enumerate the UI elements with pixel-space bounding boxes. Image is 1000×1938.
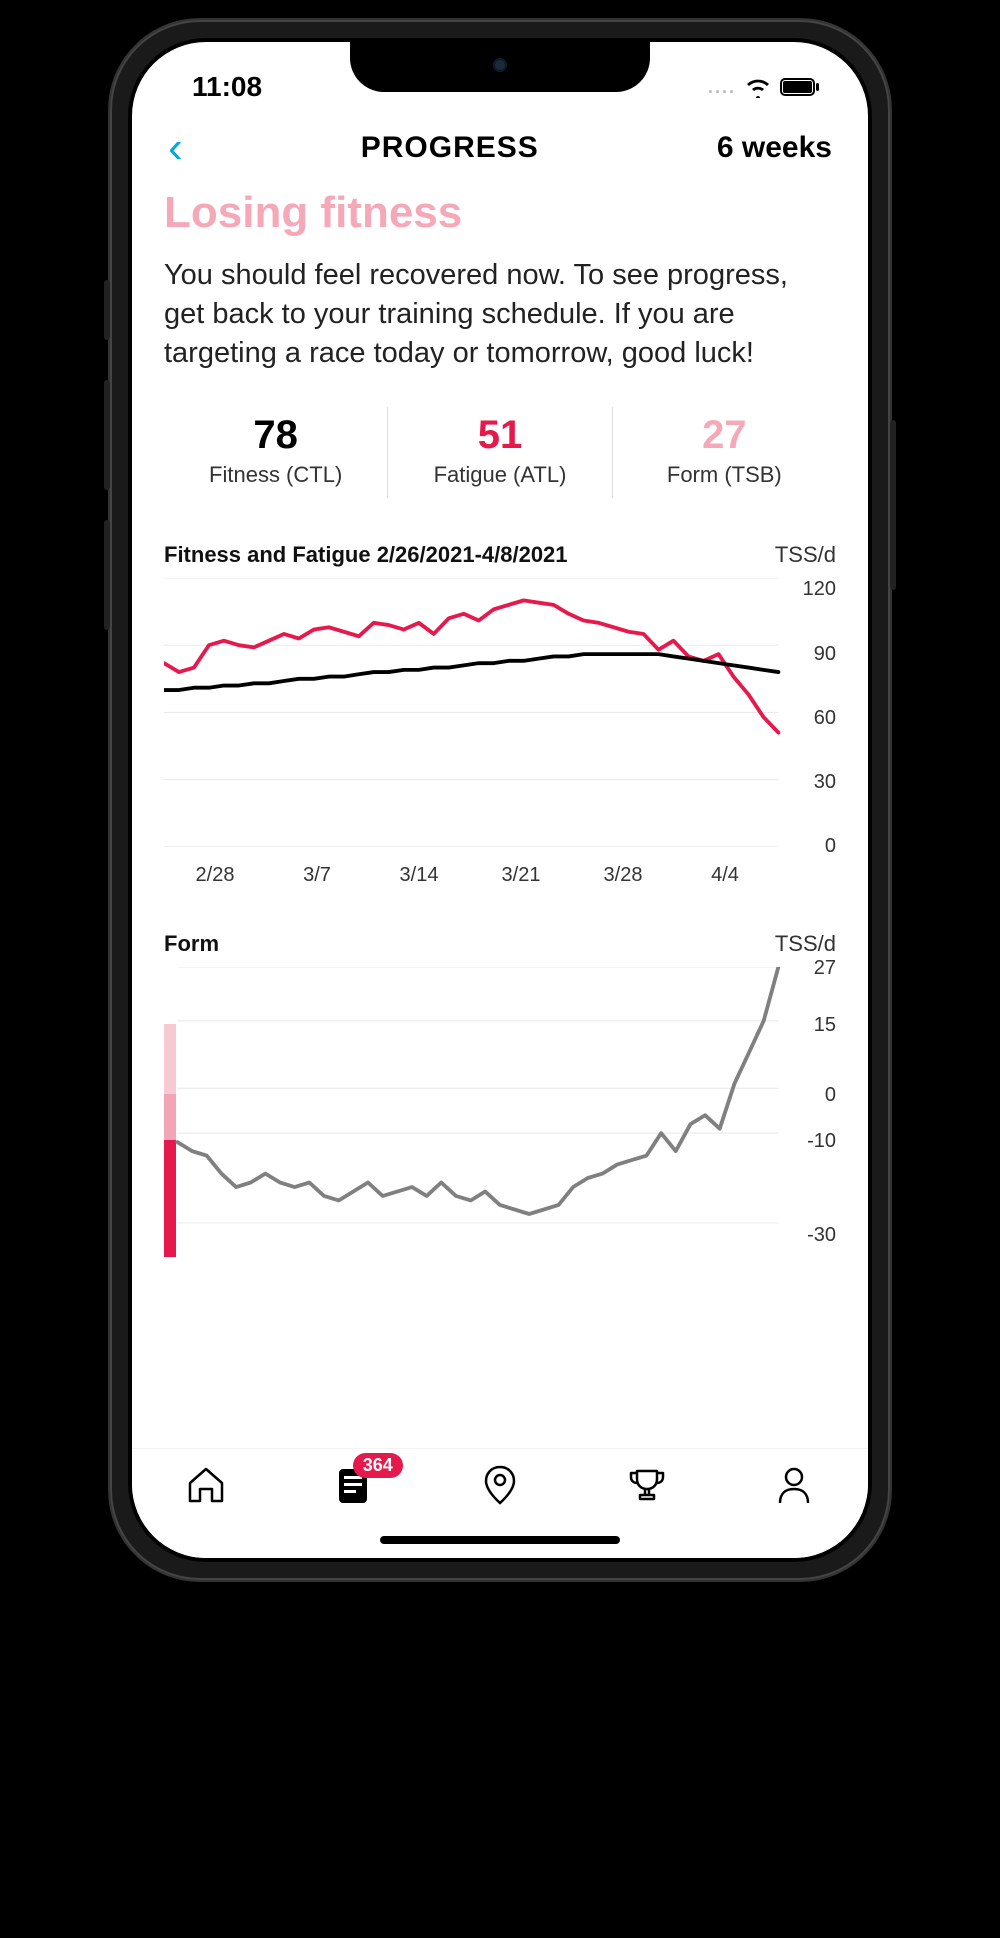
stat-label: Fitness (CTL): [164, 462, 387, 488]
stat-fitness: 78 Fitness (CTL): [164, 407, 387, 498]
stat-value: 27: [613, 413, 836, 458]
fitness-fatigue-chart: Fitness and Fatigue 2/26/2021-4/8/2021 T…: [164, 542, 836, 887]
stats-row: 78 Fitness (CTL) 51 Fatigue (ATL) 27 For…: [164, 407, 836, 498]
tab-profile[interactable]: [762, 1463, 826, 1517]
app-header: ‹ PROGRESS 6 weeks: [132, 112, 868, 188]
stat-label: Form (TSB): [613, 462, 836, 488]
chart-canvas: [164, 967, 836, 1245]
tab-location[interactable]: [468, 1463, 532, 1517]
volume-up-button: [104, 380, 110, 490]
status-description: You should feel recovered now. To see pr…: [164, 256, 836, 373]
y-axis-ticks: 27150-10-30: [782, 967, 836, 1257]
feed-badge: 364: [353, 1453, 403, 1478]
chart-unit: TSS/d: [775, 931, 836, 957]
x-axis-ticks: 2/283/73/143/213/284/4: [164, 864, 836, 887]
chart-title: Form: [164, 931, 219, 957]
y-axis-ticks: 1209060300: [782, 578, 836, 858]
stat-label: Fatigue (ATL): [388, 462, 611, 488]
status-dots: ....: [708, 77, 736, 98]
main-content: Losing fitness You should feel recovered…: [132, 188, 868, 1448]
power-button: [890, 420, 896, 590]
stat-value: 78: [164, 413, 387, 458]
back-button[interactable]: ‹: [168, 126, 183, 170]
form-chart: Form TSS/d 27150-10-30: [164, 931, 836, 1257]
battery-icon: [780, 77, 820, 97]
phone-frame: 11:08 .... ‹ PROGRESS 6 weeks: [110, 20, 890, 1580]
stat-value: 51: [388, 413, 611, 458]
stat-form: 27 Form (TSB): [612, 407, 836, 498]
tab-feed[interactable]: 364: [321, 1463, 385, 1517]
page-title: PROGRESS: [361, 131, 539, 165]
chart-canvas: [164, 578, 836, 847]
tab-trophy[interactable]: [615, 1463, 679, 1517]
home-indicator[interactable]: [380, 1536, 620, 1544]
chart-title: Fitness and Fatigue 2/26/2021-4/8/2021: [164, 542, 568, 568]
wifi-icon: [744, 76, 772, 98]
tab-home[interactable]: [174, 1463, 238, 1517]
stat-fatigue: 51 Fatigue (ATL): [387, 407, 611, 498]
volume-down-button: [104, 520, 110, 630]
phone-notch: [350, 38, 650, 92]
chart-unit: TSS/d: [775, 542, 836, 568]
side-button: [104, 280, 110, 340]
status-heading: Losing fitness: [164, 188, 836, 238]
status-time: 11:08: [192, 71, 262, 103]
range-selector[interactable]: 6 weeks: [717, 131, 832, 165]
